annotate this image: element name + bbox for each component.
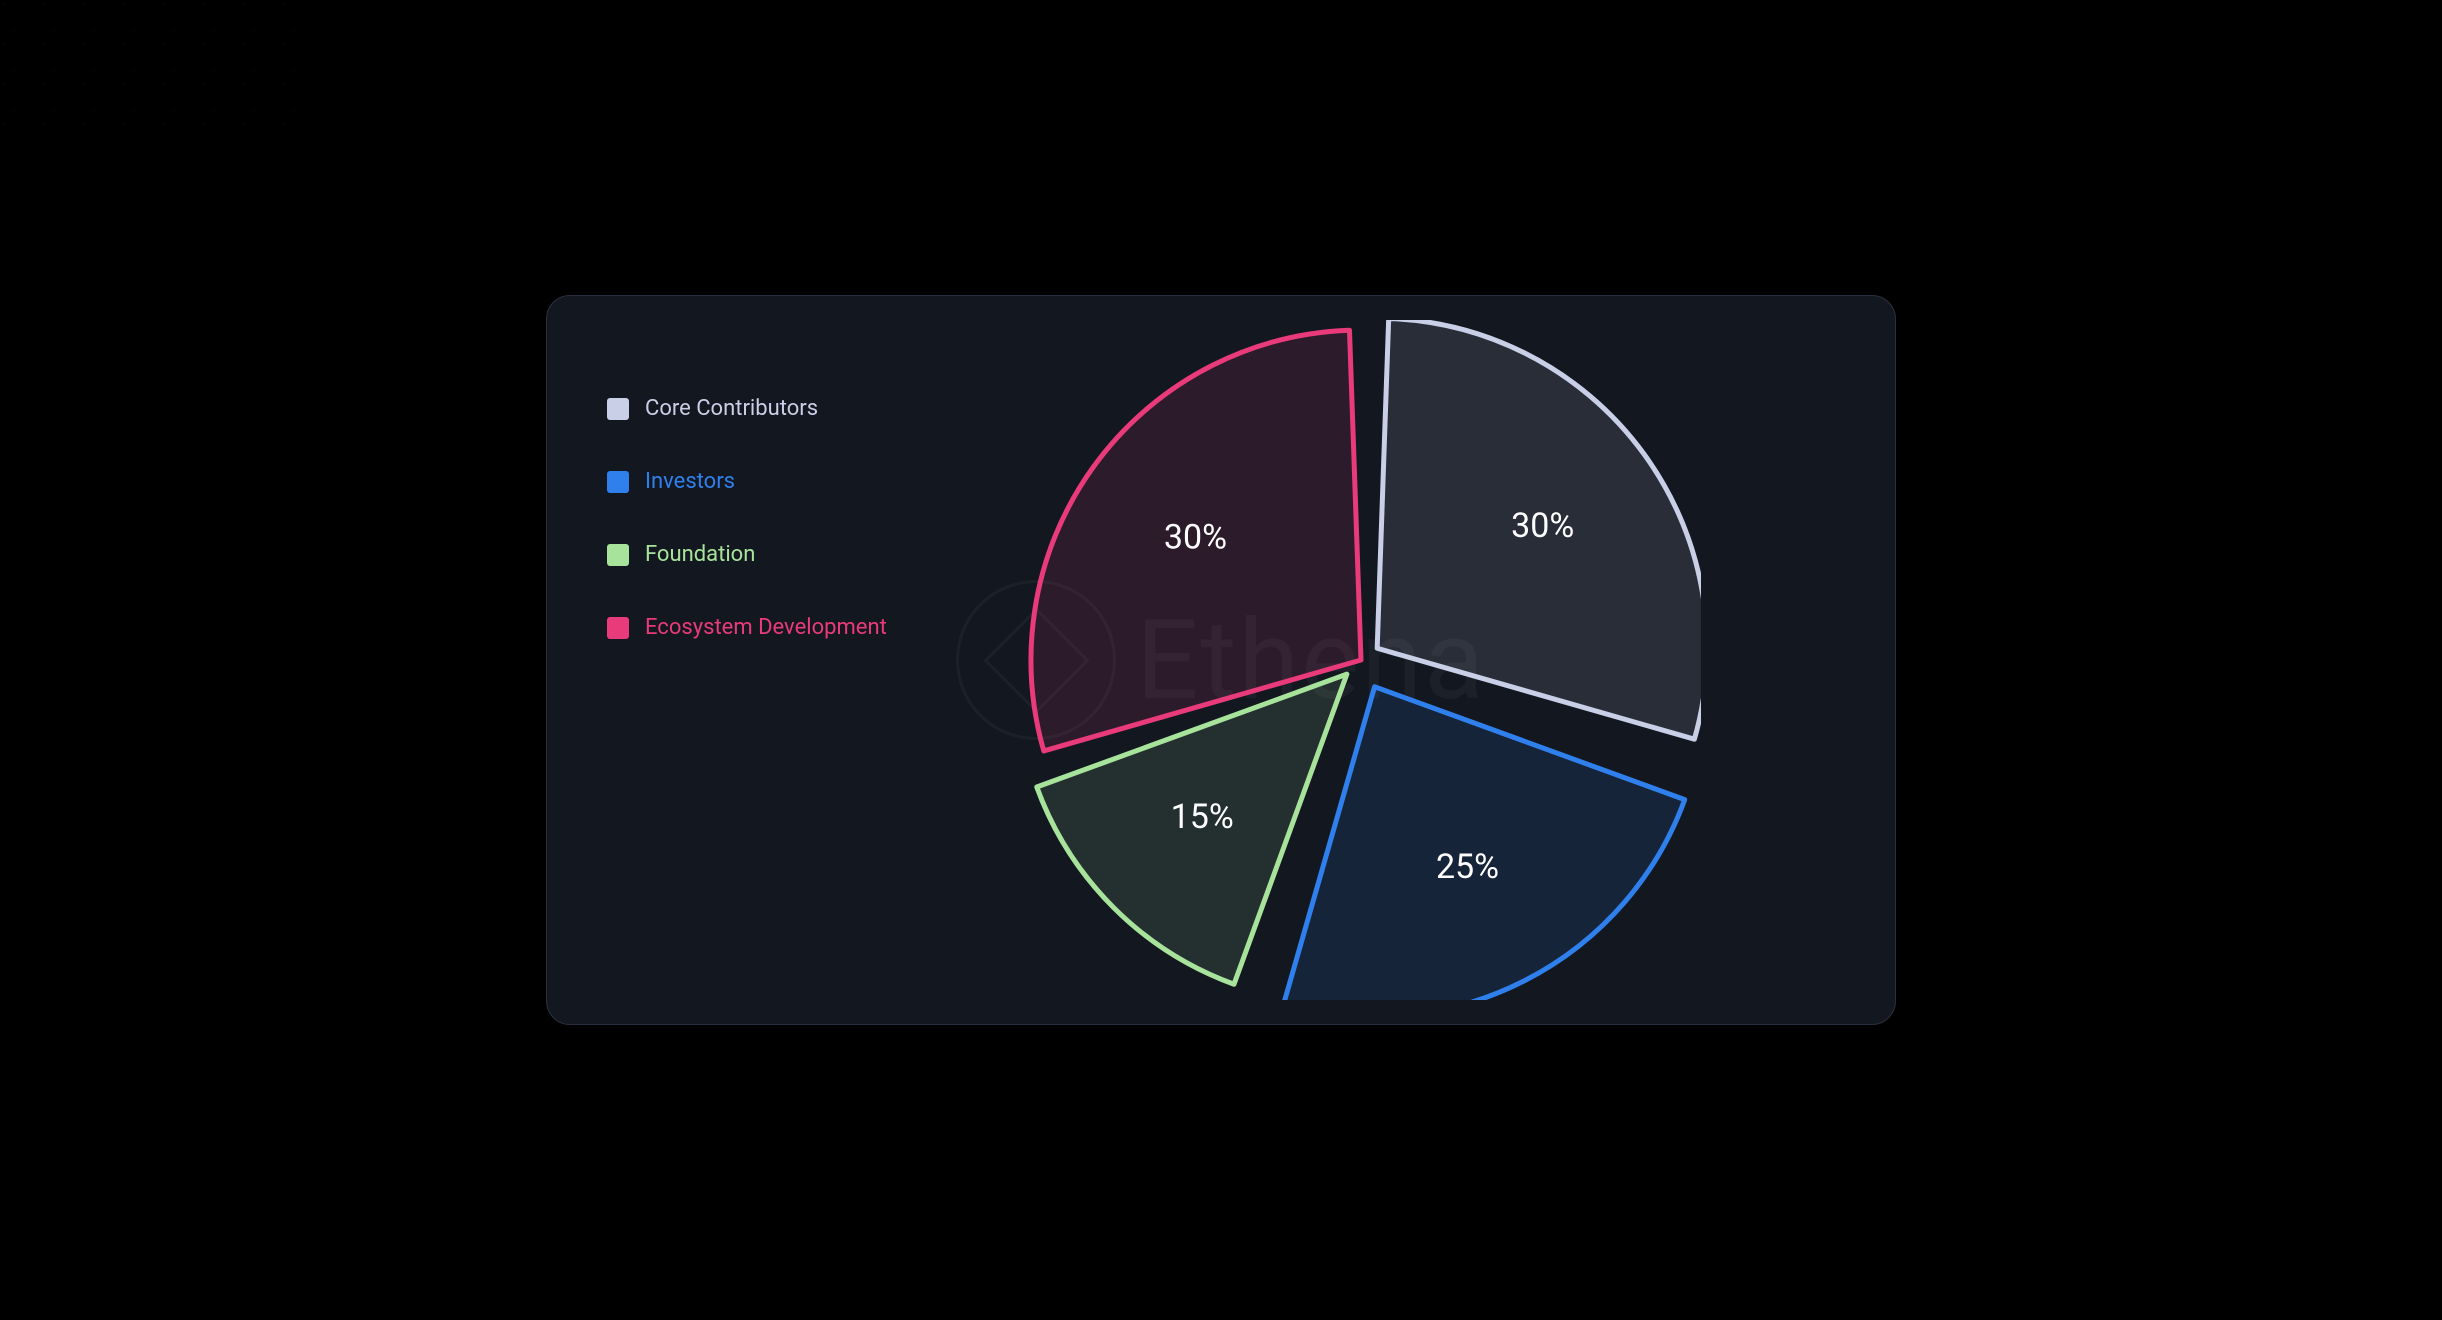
chart-panel: Ethena Core ContributorsInvestorsFoundat… [546,295,1896,1025]
legend-label: Investors [645,469,735,494]
background-pattern [0,0,300,150]
legend-item: Core Contributors [607,396,887,421]
legend-swatch [607,617,629,639]
legend-item: Investors [607,469,887,494]
legend-label: Ecosystem Development [645,615,887,640]
legend-label: Foundation [645,542,755,567]
legend-swatch [607,471,629,493]
pie-slice-investors [1284,687,1685,1000]
pie-slice-label: 30% [1164,518,1227,558]
legend-item: Foundation [607,542,887,567]
pie-chart: 30% 25% 15% 30% [1021,320,1701,1000]
legend-item: Ecosystem Development [607,615,887,640]
pie-slice-label: 25% [1436,847,1499,887]
legend: Core Contributors Investors Foundation Ecos… [607,396,887,640]
pie-slice-label: 30% [1511,506,1574,546]
pie-chart-container: 30% 25% 15% 30% [887,356,1835,964]
legend-label: Core Contributors [645,396,818,421]
pie-slice-label: 15% [1171,797,1234,837]
legend-swatch [607,544,629,566]
legend-swatch [607,398,629,420]
